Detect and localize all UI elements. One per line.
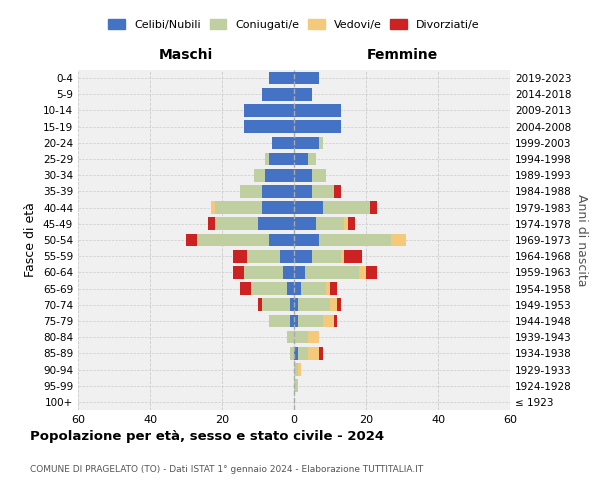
Bar: [294, 202, 323, 214]
Bar: [265, 169, 294, 181]
Bar: [287, 282, 294, 295]
Bar: [290, 347, 294, 360]
Bar: [269, 234, 294, 246]
Bar: [215, 218, 258, 230]
Bar: [298, 314, 323, 328]
Bar: [294, 169, 312, 181]
Bar: [186, 234, 197, 246]
Bar: [391, 234, 406, 246]
Bar: [316, 218, 344, 230]
Bar: [312, 169, 326, 181]
Bar: [269, 314, 290, 328]
Bar: [294, 72, 319, 85]
Bar: [244, 104, 294, 117]
Bar: [280, 250, 294, 262]
Bar: [287, 331, 294, 344]
Y-axis label: Fasce di età: Fasce di età: [25, 202, 37, 278]
Bar: [262, 202, 294, 214]
Bar: [294, 185, 312, 198]
Bar: [290, 298, 294, 311]
Bar: [294, 152, 308, 166]
Bar: [323, 314, 334, 328]
Bar: [294, 234, 319, 246]
Bar: [334, 314, 337, 328]
Bar: [305, 266, 359, 278]
Bar: [262, 185, 294, 198]
Bar: [301, 282, 326, 295]
Bar: [294, 298, 298, 311]
Text: Maschi: Maschi: [159, 48, 213, 62]
Bar: [334, 185, 341, 198]
Bar: [294, 363, 298, 376]
Bar: [258, 218, 294, 230]
Bar: [294, 380, 298, 392]
Bar: [312, 185, 334, 198]
Bar: [251, 282, 287, 295]
Bar: [254, 169, 265, 181]
Text: Femmine: Femmine: [367, 48, 437, 62]
Bar: [294, 331, 308, 344]
Bar: [269, 72, 294, 85]
Bar: [308, 152, 316, 166]
Bar: [294, 282, 301, 295]
Bar: [233, 266, 244, 278]
Bar: [326, 282, 330, 295]
Bar: [240, 282, 251, 295]
Bar: [244, 120, 294, 133]
Bar: [319, 234, 391, 246]
Bar: [337, 298, 341, 311]
Bar: [233, 250, 247, 262]
Bar: [298, 298, 330, 311]
Bar: [294, 314, 298, 328]
Bar: [215, 202, 262, 214]
Bar: [294, 218, 316, 230]
Bar: [344, 250, 362, 262]
Bar: [294, 250, 312, 262]
Bar: [294, 104, 341, 117]
Bar: [258, 298, 262, 311]
Bar: [244, 266, 283, 278]
Bar: [262, 88, 294, 101]
Bar: [290, 314, 294, 328]
Y-axis label: Anni di nascita: Anni di nascita: [575, 194, 588, 286]
Bar: [344, 218, 348, 230]
Text: COMUNE DI PRAGELATO (TO) - Dati ISTAT 1° gennaio 2024 - Elaborazione TUTTITALIA.: COMUNE DI PRAGELATO (TO) - Dati ISTAT 1°…: [30, 465, 423, 474]
Bar: [283, 266, 294, 278]
Bar: [308, 347, 319, 360]
Bar: [294, 88, 312, 101]
Bar: [294, 347, 298, 360]
Bar: [308, 331, 319, 344]
Bar: [330, 298, 337, 311]
Bar: [298, 347, 308, 360]
Bar: [272, 136, 294, 149]
Bar: [330, 282, 337, 295]
Bar: [240, 185, 262, 198]
Bar: [262, 298, 290, 311]
Bar: [370, 202, 377, 214]
Bar: [323, 202, 370, 214]
Bar: [294, 120, 341, 133]
Legend: Celibi/Nubili, Coniugati/e, Vedovi/e, Divorziati/e: Celibi/Nubili, Coniugati/e, Vedovi/e, Di…: [104, 14, 484, 34]
Bar: [319, 347, 323, 360]
Bar: [366, 266, 377, 278]
Bar: [359, 266, 366, 278]
Bar: [294, 266, 305, 278]
Bar: [341, 250, 344, 262]
Text: Popolazione per età, sesso e stato civile - 2024: Popolazione per età, sesso e stato civil…: [30, 430, 384, 443]
Bar: [298, 363, 301, 376]
Bar: [348, 218, 355, 230]
Bar: [269, 152, 294, 166]
Bar: [319, 136, 323, 149]
Bar: [265, 152, 269, 166]
Bar: [312, 250, 341, 262]
Bar: [208, 218, 215, 230]
Bar: [211, 202, 215, 214]
Bar: [247, 250, 280, 262]
Bar: [197, 234, 269, 246]
Bar: [294, 136, 319, 149]
